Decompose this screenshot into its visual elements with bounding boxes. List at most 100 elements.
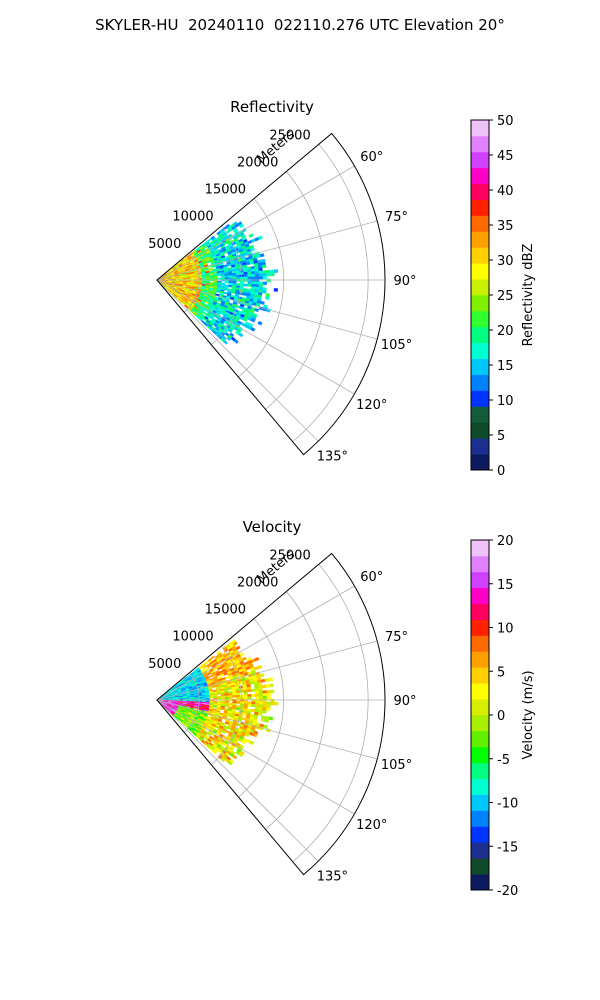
- data-cell: [254, 690, 260, 695]
- data-cell: [262, 698, 267, 703]
- data-cell: [232, 692, 237, 696]
- data-cell: [251, 701, 256, 705]
- data-cell: [259, 698, 264, 702]
- data-cell: [250, 247, 255, 252]
- data-cell: [247, 271, 252, 275]
- data-cell: [254, 268, 259, 272]
- data-cell: [260, 678, 266, 683]
- data-cell: [236, 694, 241, 698]
- data-cell: [239, 694, 245, 698]
- radial-tick-label: 20000: [237, 575, 278, 590]
- data-cell: [226, 336, 232, 342]
- data-cell: [257, 665, 263, 670]
- data-cell: [241, 739, 247, 745]
- radial-tick-label: 25000: [269, 548, 310, 563]
- radial-tick-label: 25000: [269, 128, 310, 143]
- data-cell: [247, 279, 252, 282]
- radial-tick-label: 5000: [148, 237, 181, 252]
- data-cell: [251, 271, 256, 275]
- data-cell: [261, 264, 267, 269]
- range-ring: [292, 144, 369, 443]
- colorbar-segment: [471, 810, 489, 827]
- data-cell: [232, 703, 237, 706]
- colorbar-tick-label: 0: [497, 464, 505, 479]
- data-cell: [243, 689, 248, 693]
- colorbar-segment: [471, 699, 489, 716]
- data-cell: [202, 278, 207, 280]
- data-cell: [270, 698, 275, 703]
- data-cell: [249, 740, 255, 745]
- data-cell: [223, 291, 228, 295]
- data-cell: [260, 718, 266, 723]
- colorbar-tick-label: 5: [497, 429, 505, 444]
- panel-title: Reflectivity: [230, 98, 314, 116]
- data-cell: [260, 300, 265, 305]
- colorbar-segment: [471, 263, 489, 280]
- angle-tick-label: 75°: [385, 630, 408, 645]
- colorbar-tick-label: 10: [497, 622, 514, 637]
- data-cell: [274, 701, 279, 706]
- colorbar-segment: [471, 571, 489, 589]
- colorbar-tick-label: 45: [497, 149, 514, 164]
- colorbar-segment: [471, 540, 489, 557]
- data-cell: [255, 698, 260, 702]
- data-cell: [258, 281, 264, 285]
- data-cell: [258, 690, 263, 694]
- colorbar-segment: [471, 167, 489, 185]
- data-cell: [269, 689, 275, 694]
- data-cell: [266, 692, 271, 697]
- colorbar-segment: [471, 279, 489, 296]
- colorbar-tick-label: -5: [497, 753, 510, 768]
- data-cell: [258, 701, 264, 705]
- colorbar-segment: [471, 746, 489, 764]
- azimuth-spoke: [156, 279, 355, 395]
- data-cell: [273, 288, 279, 292]
- data-cell: [255, 701, 260, 705]
- data-cell: [262, 281, 267, 285]
- data-cell: [213, 696, 218, 699]
- data-cell: [244, 732, 250, 738]
- colorbar-segment: [471, 199, 489, 216]
- data-cell: [224, 697, 229, 700]
- data-cell: [224, 704, 229, 708]
- data-cell: [258, 284, 264, 288]
- data-cell: [247, 689, 252, 693]
- colorbar-tick-label: -15: [497, 840, 518, 855]
- angle-tick-label: 105°: [381, 758, 412, 773]
- data-cell: [270, 701, 275, 706]
- data-cell: [247, 694, 252, 697]
- data-cell: [228, 693, 233, 696]
- angle-tick-label: 105°: [381, 338, 412, 353]
- data-cell: [251, 278, 256, 282]
- colorbar-segment: [471, 422, 489, 439]
- data-cell: [243, 691, 248, 695]
- angle-tick-label: 135°: [317, 869, 348, 884]
- colorbar-segment: [471, 555, 489, 573]
- data-cell: [266, 272, 271, 277]
- colorbar-label: Velocity (m/s): [521, 670, 536, 759]
- data-cell: [266, 695, 271, 700]
- data-cell: [239, 272, 244, 276]
- colorbar-segment: [471, 651, 489, 668]
- colorbar-segment: [471, 778, 489, 795]
- data-cell: [247, 701, 252, 705]
- data-cell: [239, 652, 245, 657]
- data-cell: [224, 275, 229, 278]
- data-cell: [243, 694, 248, 698]
- data-cell: [212, 749, 217, 755]
- data-cell: [213, 700, 218, 703]
- data-cell: [243, 696, 248, 700]
- data-cell: [258, 276, 264, 280]
- data-cell: [266, 269, 271, 274]
- colorbar-segment: [471, 247, 489, 264]
- data-cell: [264, 718, 270, 723]
- data-cell: [247, 703, 252, 707]
- data-cell: [258, 696, 264, 700]
- data-cell: [243, 699, 248, 702]
- colorbar-segment: [471, 342, 489, 360]
- colorbar-segment: [471, 635, 489, 652]
- data-cell: [235, 645, 241, 651]
- data-cell: [262, 704, 267, 708]
- data-cell: [228, 273, 233, 276]
- radial-tick-label: 10000: [172, 210, 213, 225]
